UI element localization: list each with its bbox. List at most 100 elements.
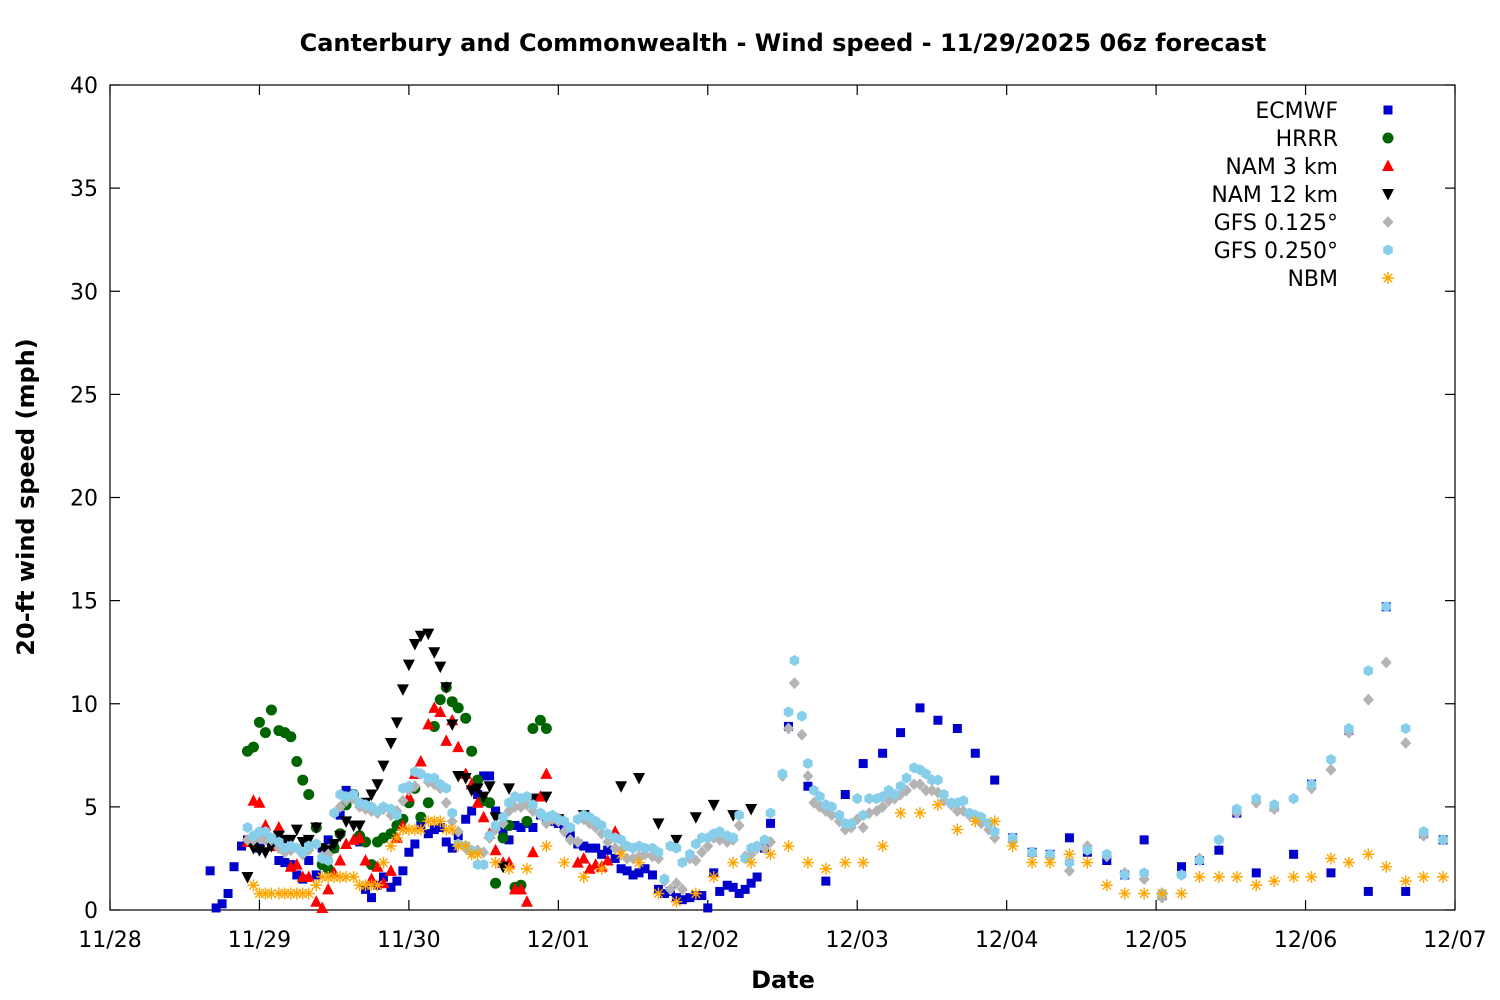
data-point (659, 873, 670, 885)
data-point (290, 858, 303, 870)
data-point (1102, 848, 1112, 860)
data-point (577, 851, 590, 864)
data-point (479, 771, 489, 781)
data-point (274, 836, 284, 848)
data-point (446, 823, 459, 836)
data-point (746, 878, 756, 888)
data-point (603, 845, 613, 855)
data-point (322, 863, 334, 875)
data-point (485, 771, 495, 781)
data-point (435, 823, 445, 832)
data-point (484, 830, 495, 842)
data-point (1064, 833, 1074, 843)
data-point (803, 781, 813, 791)
data-point (670, 895, 683, 908)
data-point (341, 785, 351, 795)
data-point (921, 768, 931, 780)
data-point (595, 862, 608, 875)
data-point (540, 840, 553, 853)
data-point (446, 719, 459, 731)
y-tick-label: 25 (70, 383, 98, 408)
data-point (827, 801, 837, 813)
data-point (915, 703, 925, 713)
data-point (1326, 753, 1336, 765)
data-point (304, 856, 314, 865)
legend-label: GFS 0.250° (1214, 239, 1338, 264)
data-point (728, 832, 738, 844)
data-point (371, 879, 384, 892)
data-point (821, 876, 831, 886)
data-point (434, 815, 447, 828)
data-point (467, 806, 477, 816)
data-point (447, 807, 457, 819)
data-point (1212, 871, 1225, 883)
data-point (901, 772, 912, 784)
data-point (1251, 868, 1261, 878)
data-point (697, 891, 707, 901)
data-point (429, 825, 439, 835)
data-point (497, 832, 509, 844)
data-point (1194, 855, 1205, 866)
data-point (1287, 871, 1300, 883)
data-point (610, 853, 620, 863)
data-point (797, 710, 807, 722)
data-point (253, 796, 266, 808)
data-point (260, 826, 271, 838)
data-point (989, 826, 1000, 838)
data-point (498, 827, 508, 837)
data-point (280, 858, 290, 868)
data-point (520, 895, 533, 907)
data-point (579, 841, 589, 851)
data-point (920, 784, 932, 797)
data-point (390, 717, 403, 729)
data-point (397, 794, 409, 807)
data-point (497, 861, 510, 874)
data-point (633, 773, 646, 785)
data-point (652, 818, 665, 830)
data-point (877, 791, 888, 803)
data-point (1139, 835, 1149, 845)
x-tick-label: 12/06 (1274, 928, 1337, 953)
data-point (815, 791, 825, 803)
data-point (1177, 862, 1187, 872)
x-axis-title: Date (751, 966, 815, 994)
data-point (404, 780, 414, 792)
data-point (1363, 665, 1374, 677)
data-point (422, 628, 435, 641)
data-point (434, 661, 447, 674)
data-point (237, 841, 247, 851)
data-point (913, 807, 926, 820)
data-point (259, 818, 272, 831)
data-point (728, 882, 738, 892)
data-point (740, 884, 750, 894)
data-point (265, 704, 277, 716)
data-point (633, 856, 646, 869)
data-point (534, 790, 547, 802)
data-point (969, 815, 982, 828)
data-point (976, 811, 987, 823)
y-tick-label: 5 (84, 796, 98, 821)
legend-marker (1383, 244, 1393, 256)
data-point (895, 780, 906, 792)
data-point (223, 889, 233, 898)
data-point (894, 807, 907, 820)
data-point (1063, 848, 1076, 861)
data-point (1437, 871, 1450, 883)
data-point (396, 684, 409, 696)
data-point (958, 795, 969, 807)
data-point (341, 791, 351, 803)
data-point (386, 882, 396, 892)
data-point (1214, 834, 1224, 846)
legend-label: NAM 12 km (1211, 183, 1338, 208)
data-point (628, 870, 638, 880)
data-point (516, 823, 526, 832)
y-tick-label: 20 (70, 487, 98, 512)
data-point (734, 889, 744, 898)
data-point (782, 722, 794, 735)
data-point (441, 782, 452, 794)
data-point (489, 856, 502, 869)
data-point (353, 820, 366, 832)
y-tick-label: 30 (70, 280, 98, 305)
data-point (752, 840, 762, 852)
data-point (852, 793, 862, 805)
